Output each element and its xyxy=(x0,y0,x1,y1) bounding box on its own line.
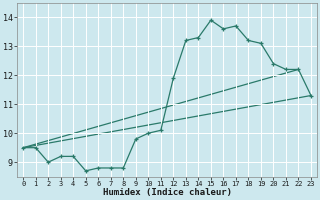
X-axis label: Humidex (Indice chaleur): Humidex (Indice chaleur) xyxy=(103,188,232,197)
